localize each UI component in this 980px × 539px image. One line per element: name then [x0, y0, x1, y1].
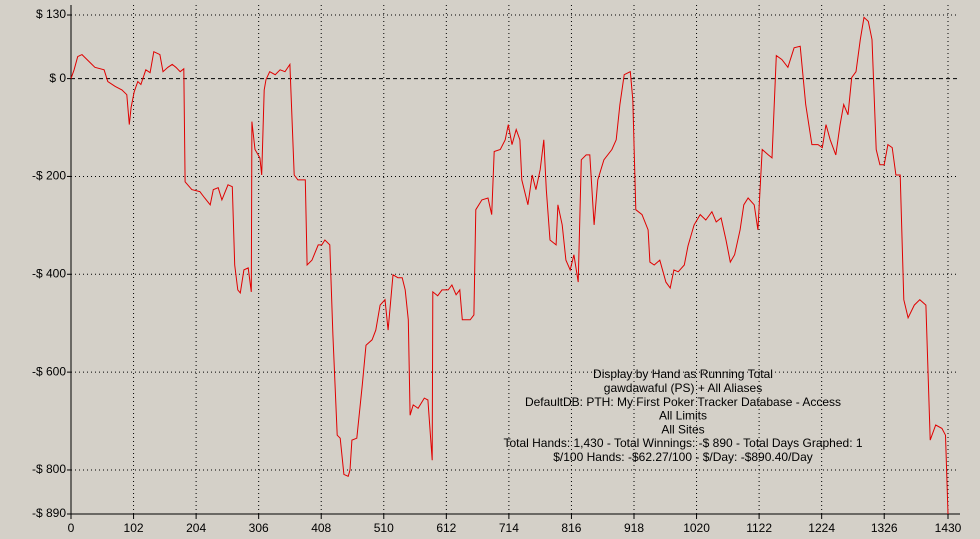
x-tick-label: 1326 — [871, 521, 898, 535]
annotation-block: Display by Hand as Running Totalgawdawaf… — [503, 367, 862, 464]
x-tick-label: 1430 — [935, 521, 962, 535]
x-tick-label: 204 — [186, 521, 206, 535]
y-tick-label: -$ 890 — [32, 506, 66, 520]
annotation: All Sites — [661, 422, 704, 436]
annotation: All Limits — [659, 409, 707, 423]
x-tick-label: 306 — [249, 521, 269, 535]
annotation: $/100 Hands: -$62.27/100 - $/Day: -$890.… — [553, 450, 813, 464]
x-tick-label: 102 — [124, 521, 144, 535]
x-tick-label: 714 — [499, 521, 519, 535]
y-tick-label: -$ 200 — [32, 169, 66, 183]
y-tick-label: $ 0 — [49, 71, 66, 85]
annotation: gawdawaful (PS) + All Aliases — [604, 381, 762, 395]
annotation: Display by Hand as Running Total — [593, 367, 773, 381]
x-tick-label: 918 — [624, 521, 644, 535]
annotation: Total Hands: 1,430 - Total Winnings: -$ … — [503, 436, 862, 450]
x-tick-label: 1020 — [683, 521, 710, 535]
data-line — [70, 16, 949, 515]
x-tick-label: 1122 — [746, 521, 772, 535]
y-tick-label: -$ 800 — [32, 462, 66, 476]
x-tick-label: 0 — [68, 521, 75, 535]
y-tick-label: -$ 400 — [32, 266, 66, 280]
x-tick-label: 1224 — [808, 521, 835, 535]
x-tick-label: 510 — [374, 521, 394, 535]
x-tick-label: 408 — [311, 521, 331, 535]
annotation: DefaultDB: PTH: My First Poker Tracker D… — [525, 395, 841, 409]
x-tick-label: 816 — [561, 521, 581, 535]
y-tick-label: -$ 600 — [32, 364, 66, 378]
y-tick-label: $ 130 — [36, 7, 66, 21]
x-tick-label: 612 — [436, 521, 456, 535]
